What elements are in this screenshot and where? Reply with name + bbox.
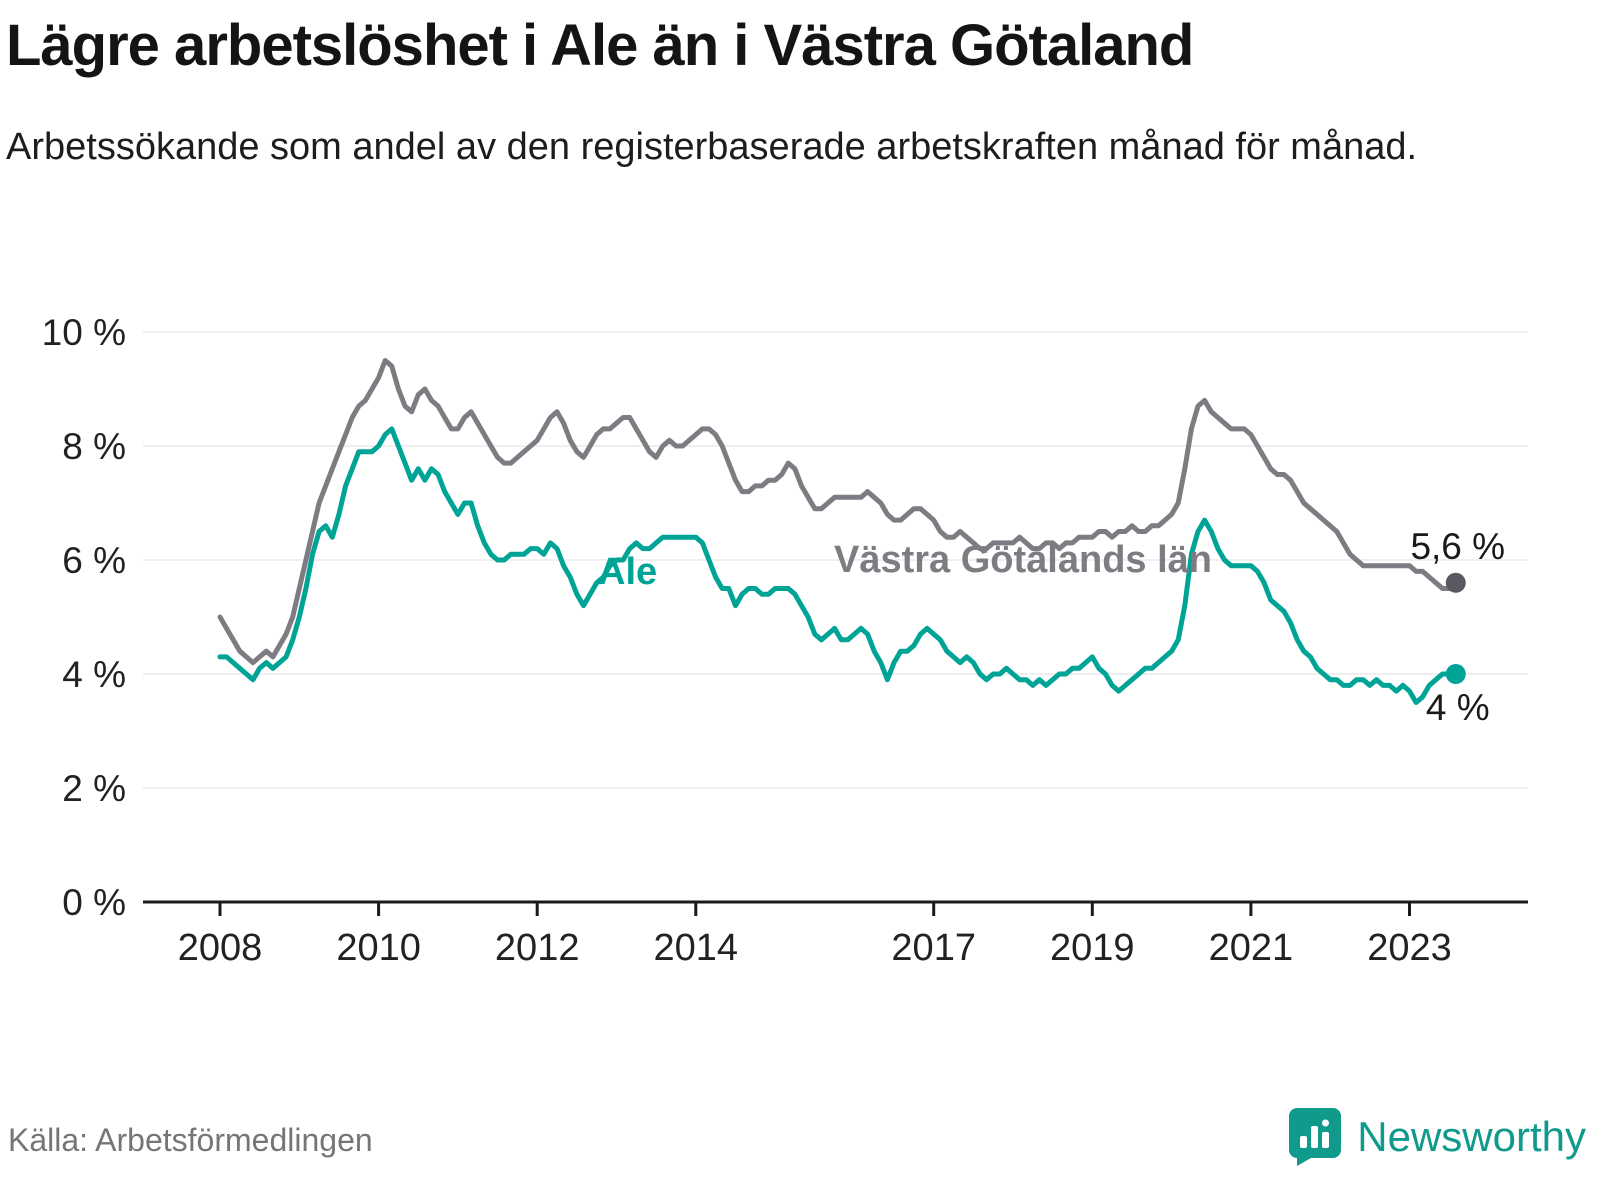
- end-value-label-ale: 4 %: [1426, 687, 1490, 728]
- series-line-v-stra-g-talands-l-n: [217, 358, 1459, 666]
- brand-name: Newsworthy: [1357, 1113, 1586, 1160]
- x-tick-label: 2008: [178, 927, 263, 969]
- chart-title: Lägre arbetslöshet i Ale än i Västra Göt…: [6, 13, 1194, 78]
- chart-subtitle: Arbetssökande som andel av den registerb…: [6, 126, 1418, 168]
- x-tick-label: 2012: [495, 927, 580, 969]
- line-chart: 0 % 2 % 4 % 6 % 8 % 10 % 2008 2010 2012 2014 2017 2…: [0, 282, 1600, 1012]
- x-tick-label: 2019: [1050, 927, 1135, 969]
- brand-footer: Newsworthy: [1287, 1106, 1586, 1168]
- x-tick-label: 2017: [891, 927, 976, 969]
- series-end-dot: [1445, 664, 1466, 684]
- x-tick-label: 2014: [654, 927, 739, 969]
- series-line-ale: [217, 426, 1459, 705]
- chart-canvas: 0 % 2 % 4 % 6 % 8 % 10 % 2008 2010 2012 2014 2017 2…: [42, 312, 1528, 969]
- y-tick-label: 8 %: [62, 426, 126, 467]
- end-value-label-vastra-gotaland: 5,6 %: [1410, 526, 1505, 567]
- y-tick-label: 10 %: [42, 312, 126, 353]
- series-end-dot: [1445, 572, 1466, 593]
- y-tick-label: 2 %: [62, 768, 126, 809]
- y-tick-label: 4 %: [62, 654, 126, 695]
- y-tick-label: 0 %: [62, 882, 126, 923]
- series-label-ale: Ale: [598, 551, 657, 593]
- source-note: Källa: Arbetsförmedlingen: [8, 1122, 373, 1158]
- newsworthy-logo-icon: [1289, 1108, 1342, 1166]
- series-label-vastra-gotaland: Västra Götalands län: [834, 539, 1212, 581]
- x-tick-label: 2021: [1209, 927, 1294, 969]
- x-tick-label: 2023: [1367, 927, 1452, 969]
- x-tick-label: 2010: [336, 927, 421, 969]
- y-tick-label: 6 %: [62, 540, 126, 581]
